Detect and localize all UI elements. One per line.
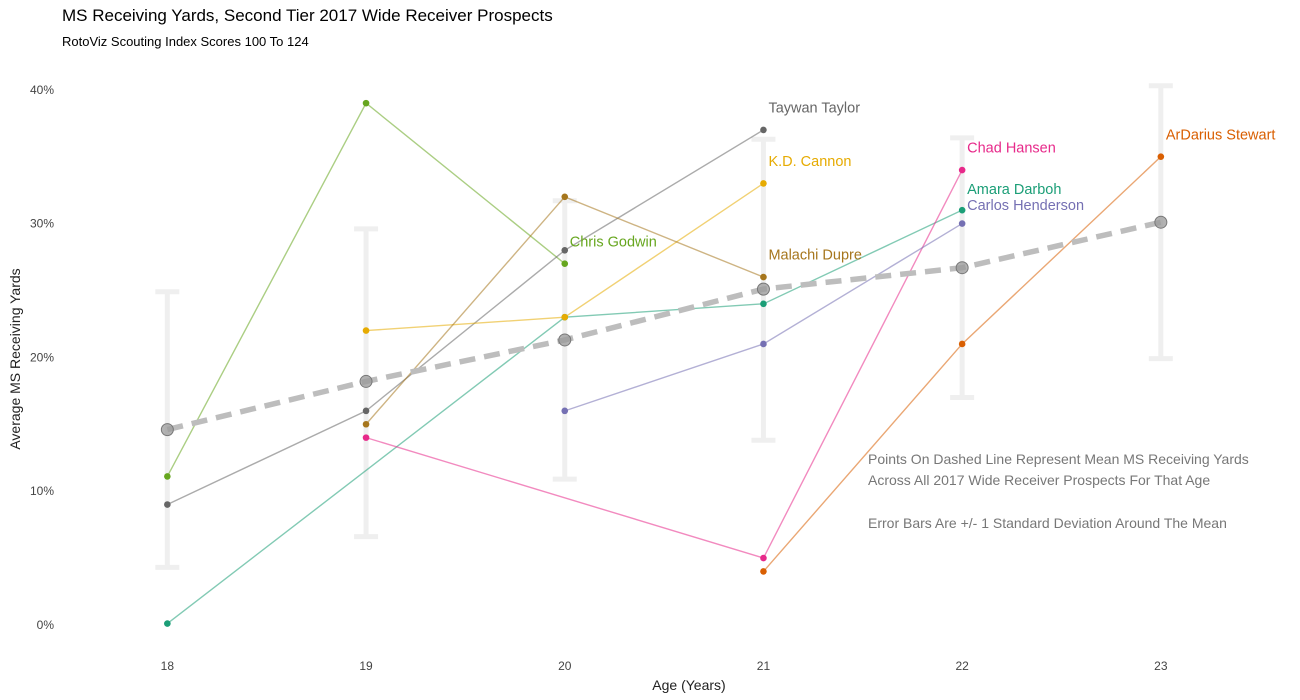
mean-point [558, 333, 572, 347]
x-tick-label: 19 [359, 659, 373, 673]
data-point [760, 126, 767, 134]
data-point [958, 220, 966, 227]
data-point [760, 340, 767, 348]
mean-point [160, 423, 174, 437]
data-point [561, 193, 569, 201]
chart-title: MS Receiving Yards, Second Tier 2017 Wid… [62, 6, 553, 25]
series-chris-godwin [164, 99, 569, 480]
data-point [760, 180, 767, 187]
x-tick-label: 23 [1154, 659, 1168, 673]
data-point [362, 420, 370, 428]
data-point [164, 501, 171, 508]
x-axis-title: Age (Years) [652, 677, 725, 693]
data-point [958, 340, 966, 348]
mean-point [955, 261, 969, 275]
series-chad-hansen [362, 166, 966, 562]
y-tick-label: 30% [30, 217, 54, 231]
player-labels: Chris Godwin Amara Darboh Taywan Taylor K.D… [570, 101, 1276, 264]
data-point [760, 300, 767, 308]
data-point [760, 273, 767, 281]
annotation-line: Across All 2017 Wide Receiver Prospects … [868, 472, 1210, 488]
series-lines [164, 99, 1165, 627]
y-tick-label: 20% [30, 350, 54, 364]
y-axis-title: Average MS Receiving Yards [7, 268, 23, 449]
series-line [167, 129, 764, 506]
series-line [365, 169, 963, 559]
y-tick-label: 0% [37, 618, 55, 632]
data-point [561, 260, 569, 267]
data-point [958, 206, 966, 214]
y-tick-label: 10% [30, 484, 54, 498]
annotation-line: Points On Dashed Line Represent Mean MS … [868, 451, 1249, 467]
series-line [166, 209, 963, 625]
series-label: Carlos Henderson [967, 198, 1084, 214]
data-point [561, 407, 569, 415]
data-point [362, 327, 370, 334]
data-point [561, 313, 569, 321]
data-point [958, 166, 966, 174]
series-label: Malachi Dupre [768, 248, 862, 264]
series-label: Chad Hansen [967, 141, 1056, 157]
data-point [164, 473, 171, 480]
data-point [760, 554, 767, 562]
data-point [1157, 153, 1165, 160]
series-label: Amara Darboh [967, 182, 1061, 198]
series-label: K.D. Cannon [768, 154, 851, 170]
data-point [362, 434, 370, 441]
x-tick-label: 22 [955, 659, 969, 673]
data-point [362, 99, 370, 107]
data-point [760, 568, 767, 575]
mean-line [160, 215, 1168, 437]
axes: 18 19 20 21 22 23 0% 10% 20% 30% 40% Age (Years) Ave… [7, 83, 1168, 693]
data-point [561, 247, 569, 254]
data-point [164, 620, 171, 627]
y-tick-label: 40% [30, 83, 54, 97]
mean-point [359, 374, 373, 388]
x-tick-label: 20 [558, 659, 572, 673]
series-label: ArDarius Stewart [1166, 127, 1276, 143]
series-malachi-dupre [362, 193, 767, 428]
x-tick-label: 21 [757, 659, 771, 673]
mean-point [1154, 215, 1168, 229]
mean-point [756, 282, 770, 296]
annotation: Points On Dashed Line Represent Mean MS … [868, 451, 1249, 531]
x-tick-label: 18 [161, 659, 175, 673]
series-taywan-taylor [164, 126, 767, 508]
series-ardarius-stewart [760, 153, 1165, 575]
error-bars [155, 83, 1173, 570]
mean-dashed-line [166, 219, 1162, 433]
series-k-d-cannon [362, 180, 767, 334]
data-point [362, 407, 370, 415]
series-label: Chris Godwin [570, 234, 657, 250]
series-label: Taywan Taylor [768, 101, 860, 117]
series-carlos-henderson [561, 220, 966, 415]
annotation-line: Error Bars Are +/- 1 Standard Deviation … [868, 515, 1227, 531]
chart-subtitle: RotoViz Scouting Index Scores 100 To 124 [62, 34, 309, 49]
